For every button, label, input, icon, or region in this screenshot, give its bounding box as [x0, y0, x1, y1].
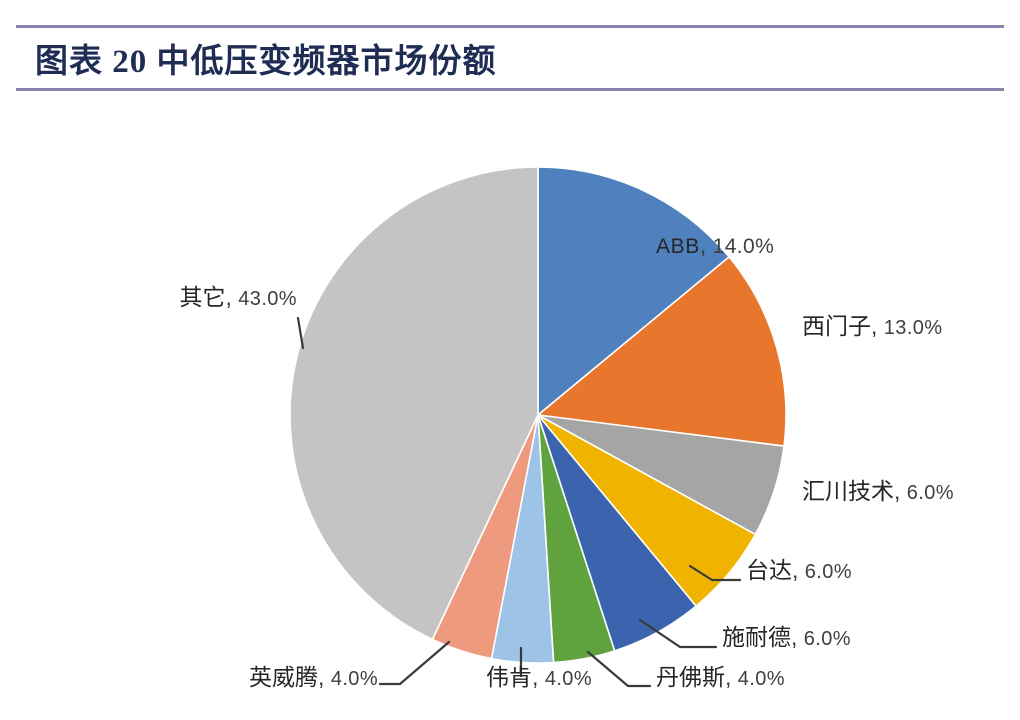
- leader-line-danfoss: [586, 650, 652, 688]
- data-label-others-sep: ,: [225, 284, 239, 310]
- data-label-danfoss-name: 丹佛斯: [656, 664, 725, 690]
- data-label-danfoss: 丹佛斯, 4.0%: [656, 664, 785, 690]
- data-label-inovance-percent: 6.0%: [906, 482, 954, 504]
- leader-line-invt: [378, 640, 451, 686]
- data-label-delta-percent: 6.0%: [804, 561, 852, 583]
- page-title: 图表 20 中低压变频器市场份额: [35, 44, 497, 80]
- data-label-siemens-name: 西门子: [802, 313, 871, 339]
- data-label-schneider: 施耐德, 6.0%: [722, 624, 851, 650]
- data-label-inovance-name: 汇川技术: [802, 478, 894, 504]
- data-label-vacon-name: 伟肯: [486, 664, 533, 690]
- data-label-schneider-sep: ,: [791, 624, 804, 650]
- pie-slice[interactable]: [536, 255, 787, 447]
- header-rule-bottom: [16, 88, 1004, 91]
- pie-slice[interactable]: [537, 166, 731, 417]
- leader-line-schneider: [638, 618, 718, 649]
- data-label-abb-percent: 14.0%: [712, 235, 775, 258]
- pie-chart-svg: [289, 166, 787, 688]
- data-label-delta-name: 台达: [746, 557, 792, 583]
- pie-chart-plot-area: ABB, 14.0% 西门子, 13.0% 汇川技术, 6.0% 台达, 6.0…: [0, 96, 1020, 720]
- data-label-vacon-percent: 4.0%: [544, 668, 592, 690]
- pie-slice-group: [289, 166, 787, 664]
- data-label-invt: 英威腾, 4.0%: [249, 664, 378, 690]
- data-label-danfoss-percent: 4.0%: [737, 668, 785, 690]
- data-label-abb-sep: ,: [699, 232, 713, 258]
- data-label-inovance: 汇川技术, 6.0%: [802, 478, 954, 504]
- data-label-others-name: 其它: [179, 284, 226, 310]
- leader-line-delta: [688, 564, 742, 582]
- data-label-others: 其它, 43.0%: [179, 284, 298, 310]
- data-label-siemens: 西门子, 13.0%: [802, 313, 943, 339]
- data-label-invt-percent: 4.0%: [330, 668, 378, 690]
- data-label-invt-name: 英威腾: [249, 664, 319, 690]
- leader-line-others: [296, 316, 305, 350]
- chart-header: 图表 20 中低压变频器市场份额: [0, 0, 1020, 96]
- data-label-siemens-sep: ,: [871, 313, 884, 339]
- data-label-vacon: 伟肯, 4.0%: [486, 664, 592, 690]
- data-label-delta-sep: ,: [792, 557, 805, 583]
- data-label-danfoss-sep: ,: [725, 664, 738, 690]
- pie-slice[interactable]: [289, 166, 539, 641]
- header-rule-top: [16, 25, 1004, 28]
- data-label-others-percent: 43.0%: [238, 288, 297, 310]
- data-label-schneider-percent: 6.0%: [803, 628, 851, 650]
- data-label-abb-name: ABB: [656, 235, 700, 258]
- data-label-invt-sep: ,: [318, 664, 331, 690]
- data-label-delta: 台达, 6.0%: [746, 557, 852, 583]
- data-label-inovance-sep: ,: [894, 478, 907, 504]
- leader-line-group: [296, 316, 742, 688]
- data-label-abb: ABB, 14.0%: [656, 232, 775, 258]
- data-label-schneider-name: 施耐德: [722, 624, 791, 650]
- data-label-vacon-sep: ,: [532, 664, 545, 690]
- data-label-siemens-percent: 13.0%: [883, 317, 943, 339]
